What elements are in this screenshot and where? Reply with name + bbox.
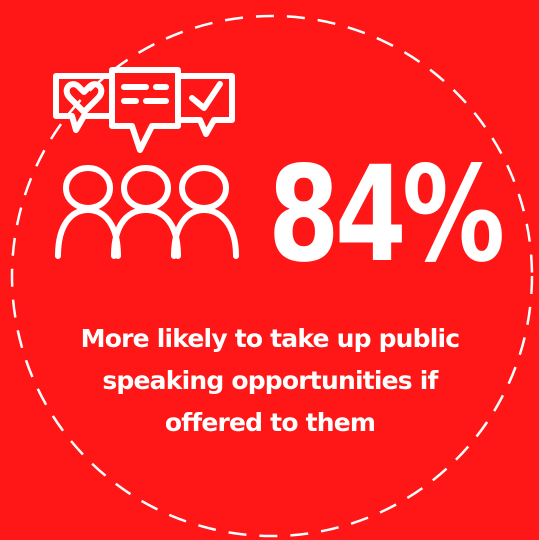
heart-speech-bubble-icon — [53, 73, 115, 133]
people-group-icon — [55, 165, 239, 259]
statistic-percentage: 84% — [268, 138, 505, 292]
statistic-caption: More likely to take up public speaking o… — [80, 324, 460, 437]
text-speech-bubble-icon — [109, 67, 181, 153]
check-speech-bubble-icon — [175, 73, 235, 137]
